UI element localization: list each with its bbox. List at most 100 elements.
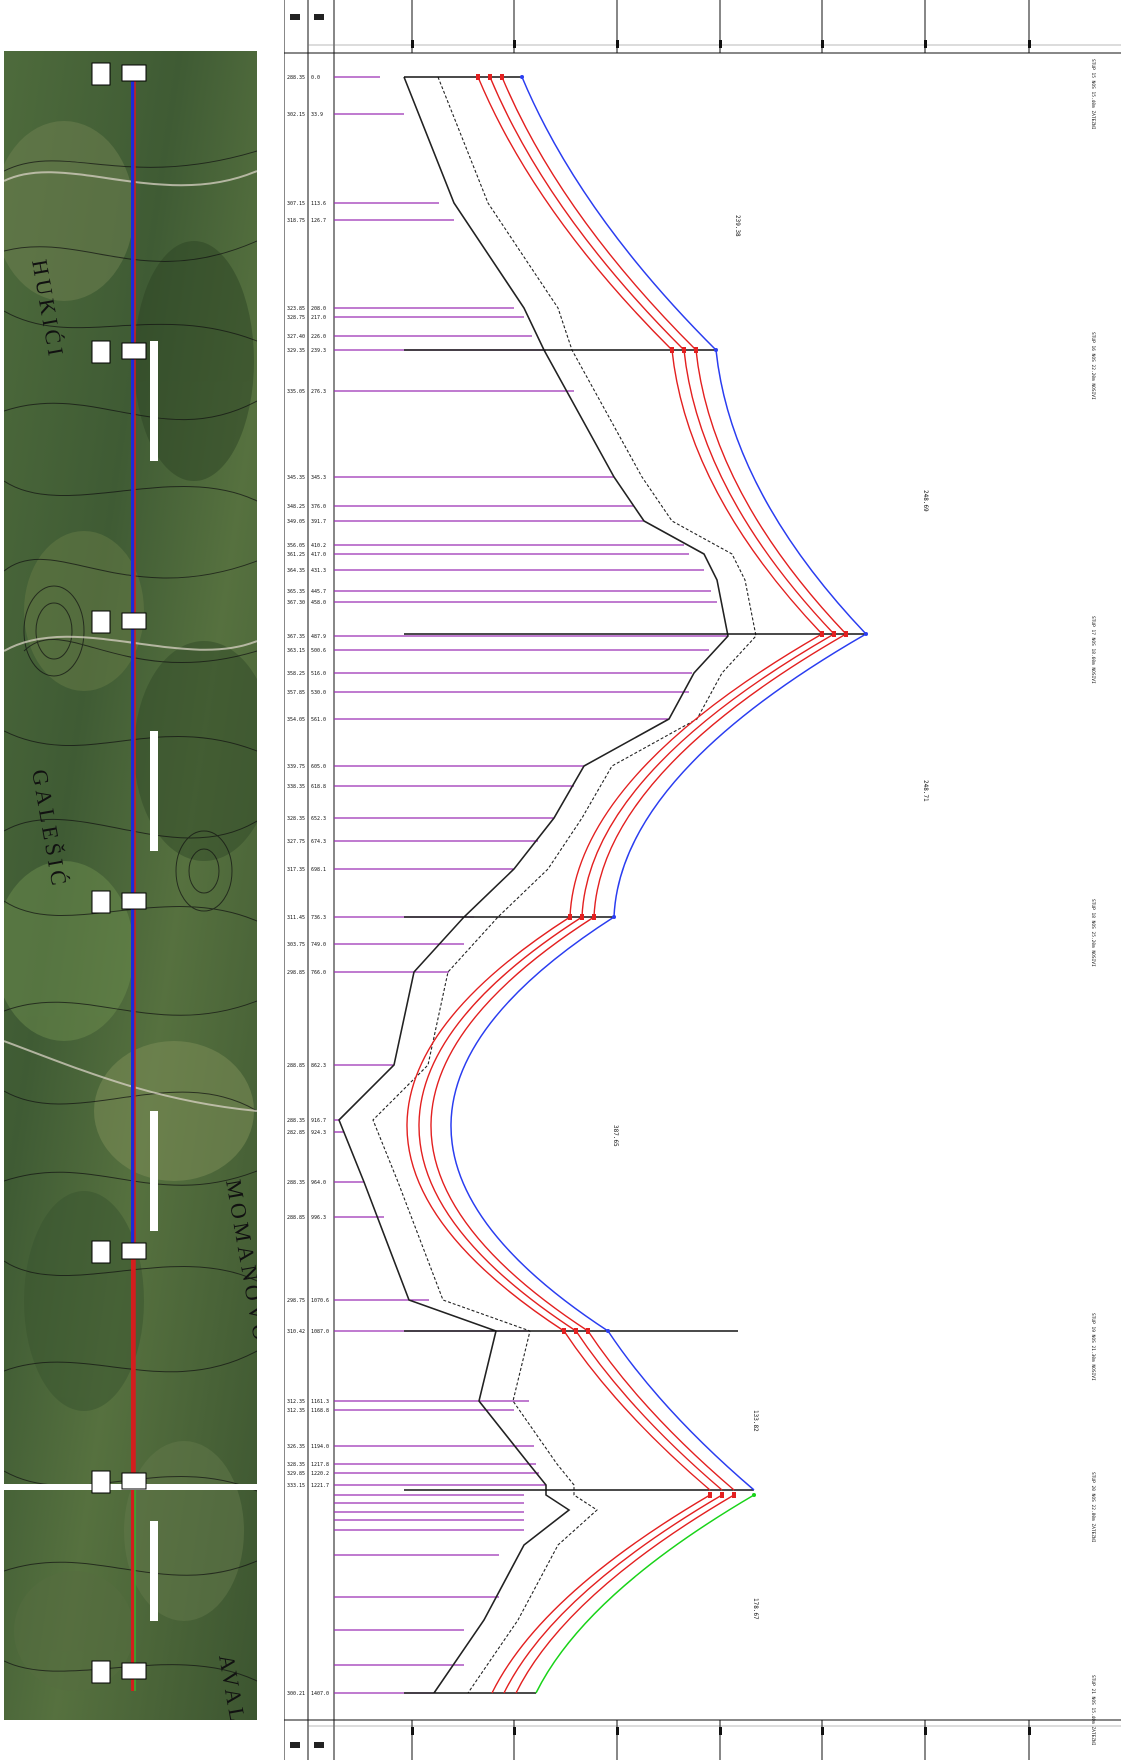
station-elevation: 329.85 bbox=[287, 1471, 305, 1477]
aerial-map-panel: HUKIĆI GALEŠIĆ MOMANOVO AVALA bbox=[4, 51, 257, 1720]
conductor-phase bbox=[593, 633, 847, 918]
span-length-label: 133.82 bbox=[752, 1410, 759, 1432]
station-elevation: 288.35 bbox=[287, 1180, 305, 1186]
station-distance: 698.1 bbox=[311, 867, 326, 873]
grid-tick-mark bbox=[821, 1727, 824, 1735]
conductor-phase bbox=[503, 1494, 723, 1694]
grid-tick-mark bbox=[616, 1727, 619, 1735]
station-distance: 239.3 bbox=[311, 348, 326, 354]
station-elevation: 318.75 bbox=[287, 218, 305, 224]
station-elevation: 327.75 bbox=[287, 839, 305, 845]
station-distance: 1220.2 bbox=[311, 1471, 329, 1477]
insulator-marker bbox=[720, 1492, 724, 1498]
station-distance: 561.0 bbox=[311, 717, 326, 723]
station-elevation: 310.42 bbox=[287, 1329, 305, 1335]
ground-wire-span bbox=[613, 633, 867, 918]
tower-marker-icon bbox=[121, 892, 147, 910]
station-distance: 217.0 bbox=[311, 315, 326, 321]
station-distance: 376.0 bbox=[311, 504, 326, 510]
conductor-phase bbox=[695, 349, 847, 635]
grid-tick-mark bbox=[513, 1727, 516, 1735]
terrain-profile bbox=[338, 76, 757, 1694]
station-distance: 674.3 bbox=[311, 839, 326, 845]
station-distance: 458.0 bbox=[311, 600, 326, 606]
insulator-marker bbox=[820, 631, 824, 637]
contour-lines-icon bbox=[4, 150, 257, 1682]
conductor-phase bbox=[489, 76, 685, 351]
grid-tick-mark bbox=[924, 40, 927, 48]
station-distance: 964.0 bbox=[311, 1180, 326, 1186]
station-elevation: 288.35 bbox=[287, 75, 305, 81]
tower-note: STUP 19 NOS 21.30m NOSIVI bbox=[1090, 1313, 1096, 1381]
insulator-marker bbox=[708, 1492, 712, 1498]
conductor-phase bbox=[418, 916, 583, 1332]
road-lines bbox=[4, 170, 257, 1112]
station-distance: 1407.0 bbox=[311, 1691, 329, 1697]
tower-label-box bbox=[91, 1660, 111, 1684]
insulator-marker bbox=[586, 1328, 590, 1334]
station-distance: 916.7 bbox=[311, 1118, 326, 1124]
profile-header-band bbox=[284, 0, 1121, 1760]
station-elevation: 335.05 bbox=[287, 389, 305, 395]
insulator-marker bbox=[574, 1328, 578, 1334]
insulator-marker bbox=[670, 347, 674, 353]
station-distance: 605.0 bbox=[311, 764, 326, 770]
station-distance: 1087.0 bbox=[311, 1329, 329, 1335]
conductor-phase bbox=[671, 349, 823, 635]
station-elevation: 361.25 bbox=[287, 552, 305, 558]
ground-wire-clamp bbox=[752, 1493, 756, 1497]
span-length-label: 239.38 bbox=[734, 215, 741, 237]
station-elevation: 300.21 bbox=[287, 1691, 305, 1697]
grid-tick-mark bbox=[1028, 40, 1031, 48]
station-distance: 113.6 bbox=[311, 201, 326, 207]
station-distance: 445.7 bbox=[311, 589, 326, 595]
ground-wire-clamp bbox=[864, 632, 868, 636]
station-distance: 33.9 bbox=[311, 112, 323, 118]
station-elevation: 298.75 bbox=[287, 1298, 305, 1304]
conductor-phase bbox=[581, 633, 835, 918]
tower-poles bbox=[404, 76, 866, 1694]
insulator-marker bbox=[592, 914, 596, 920]
tower-notes: STUP 15 NOS 15.40m ZATEZNI STUP 16 NOS 22… bbox=[1090, 59, 1096, 1746]
insulator-marker bbox=[500, 74, 504, 80]
conductor-phase bbox=[477, 76, 673, 351]
insulator-marker bbox=[844, 631, 848, 637]
station-distance: 417.0 bbox=[311, 552, 326, 558]
station-distance: 126.7 bbox=[311, 218, 326, 224]
station-elevation: 288.85 bbox=[287, 1215, 305, 1221]
route-labels bbox=[150, 341, 158, 1621]
tower-label-box bbox=[91, 890, 111, 914]
tower-marker-icon bbox=[121, 612, 147, 630]
station-elevation: 317.35 bbox=[287, 867, 305, 873]
tower-marker-icon bbox=[121, 1472, 147, 1490]
span-length-label: 248.71 bbox=[922, 780, 929, 802]
station-elevation: 339.75 bbox=[287, 764, 305, 770]
conductor-phase bbox=[515, 1494, 735, 1694]
station-elevation: 329.35 bbox=[287, 348, 305, 354]
grid-tick-mark bbox=[821, 40, 824, 48]
insulator-marker bbox=[732, 1492, 736, 1498]
conductor-curves bbox=[406, 74, 868, 1694]
tower-marker-icon bbox=[121, 1242, 147, 1260]
route-line-icon bbox=[131, 73, 136, 1691]
station-distance: 652.3 bbox=[311, 816, 326, 822]
station-elevation: 356.05 bbox=[287, 543, 305, 549]
station-distance: 736.3 bbox=[311, 915, 326, 921]
station-elevation: 367.35 bbox=[287, 634, 305, 640]
ground-wire-clamp bbox=[520, 75, 524, 79]
conductor-phase bbox=[575, 1330, 723, 1491]
ground-wire-span bbox=[715, 349, 867, 635]
insulator-marker bbox=[488, 74, 492, 80]
station-elevation: 328.75 bbox=[287, 315, 305, 321]
station-distance: 618.8 bbox=[311, 784, 326, 790]
tower-note: STUP 18 NOS 25.20m NOSIVI bbox=[1090, 899, 1096, 967]
terrain-line bbox=[338, 76, 729, 1694]
station-distance: 208.0 bbox=[311, 306, 326, 312]
grid-tick-mark bbox=[719, 1727, 722, 1735]
station-distance: 226.0 bbox=[311, 334, 326, 340]
station-distance: 1161.3 bbox=[311, 1399, 329, 1405]
tower-markers bbox=[91, 62, 147, 1684]
insulator-marker bbox=[682, 347, 686, 353]
station-distance: 766.0 bbox=[311, 970, 326, 976]
station-elevation: 327.40 bbox=[287, 334, 305, 340]
